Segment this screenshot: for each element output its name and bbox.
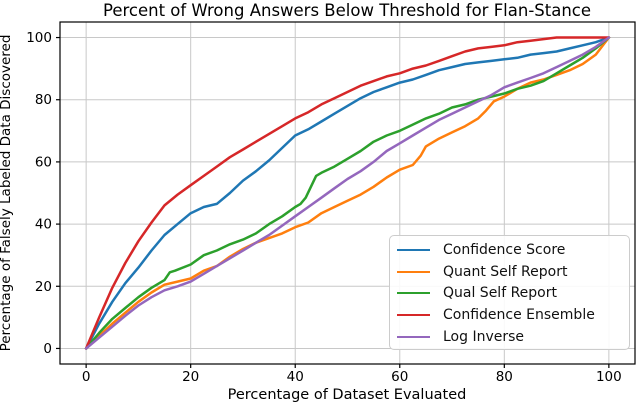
series-line-confidence-ensemble — [84, 36, 611, 350]
x-axis-label: Percentage of Dataset Evaluated — [228, 387, 467, 403]
legend-item: Confidence Score — [390, 239, 629, 261]
legend-item: Quant Self Report — [390, 261, 629, 283]
data-series — [84, 36, 611, 350]
chart-title: Percent of Wrong Answers Below Threshold… — [103, 1, 591, 20]
legend-label: Confidence Score — [443, 241, 566, 258]
legend-item: Log Inverse — [390, 326, 629, 348]
legend-item: Qual Self Report — [390, 283, 629, 305]
series-line-qual-self-report — [84, 36, 611, 350]
axis-tick-labels: 0 20 40 60 80 100 0 20 40 60 80 100 — [26, 30, 622, 385]
y-axis-label: Percentage of Falsely Labeled Data Disco… — [0, 35, 14, 352]
x-tick-label: 80 — [496, 369, 513, 385]
x-tick-label: 40 — [287, 369, 304, 385]
legend-line-swatch — [397, 314, 430, 317]
plot-border — [59, 21, 636, 365]
y-tick-label: 100 — [26, 30, 52, 46]
gridlines — [60, 22, 635, 364]
legend-item: Confidence Ensemble — [390, 304, 629, 326]
axis-ticks — [56, 36, 610, 368]
x-tick-label: 0 — [82, 369, 91, 385]
series-line-confidence-score — [84, 36, 611, 350]
legend-line-swatch — [397, 336, 430, 339]
y-tick-label: 60 — [35, 154, 52, 170]
y-tick-label: 20 — [35, 279, 52, 295]
x-tick-label: 20 — [182, 369, 199, 385]
legend-label: Log Inverse — [443, 329, 525, 346]
legend: Confidence Score Quant Self Report Qual Se… — [389, 235, 630, 350]
series-line-log-inverse — [84, 36, 611, 350]
legend-line-swatch — [397, 248, 430, 251]
y-tick-label: 0 — [43, 341, 52, 357]
legend-label: Qual Self Report — [443, 285, 557, 302]
x-tick-label: 100 — [596, 369, 622, 385]
y-tick-label: 40 — [35, 217, 52, 233]
legend-line-swatch — [397, 292, 430, 295]
legend-label: Confidence Ensemble — [443, 307, 595, 324]
y-tick-label: 80 — [35, 92, 52, 108]
x-tick-label: 60 — [391, 369, 408, 385]
legend-label: Quant Self Report — [443, 263, 568, 280]
legend-line-swatch — [397, 270, 430, 273]
